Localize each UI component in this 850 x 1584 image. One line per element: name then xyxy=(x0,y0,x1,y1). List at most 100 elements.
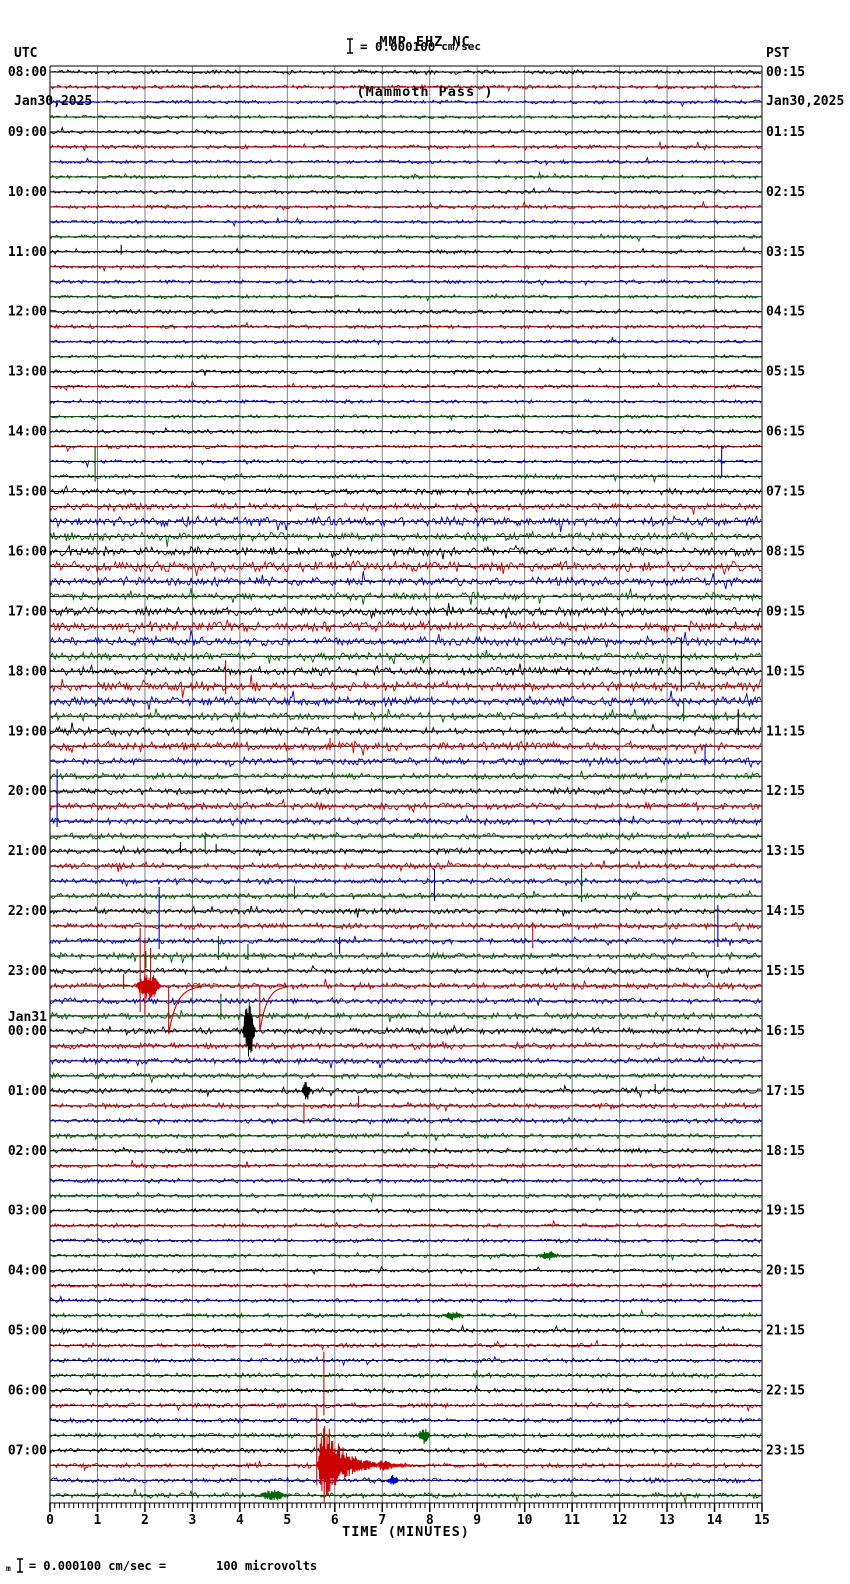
trace-row xyxy=(49,1071,762,1084)
trace-row xyxy=(49,1159,762,1170)
trace-row xyxy=(49,443,762,453)
trace-row xyxy=(49,889,761,902)
trace-row xyxy=(49,629,762,648)
trace-row xyxy=(49,426,762,436)
trace-row xyxy=(49,97,762,108)
trace-row xyxy=(49,799,762,814)
trace-row xyxy=(49,905,762,918)
hour-label-pst: 23:15 xyxy=(766,1443,805,1458)
footnote-value: 100 microvolts xyxy=(216,1558,318,1573)
trace-row xyxy=(49,232,762,242)
trace-row xyxy=(49,921,761,932)
footnote: m = 0.000100 cm/sec = 100 microvolts xyxy=(6,1558,317,1573)
event-burst xyxy=(316,1425,378,1503)
x-tick-label: 5 xyxy=(283,1513,291,1528)
hour-label-pst: 05:15 xyxy=(766,365,805,380)
trace-row xyxy=(49,246,761,255)
hour-label-pst: 12:15 xyxy=(766,784,805,799)
hour-label-utc: 17:00 xyxy=(8,604,47,619)
trace-row xyxy=(49,336,761,346)
hour-label-utc: 06:00 xyxy=(8,1384,47,1399)
hour-label-utc: 04:00 xyxy=(8,1264,47,1279)
trace-row xyxy=(49,321,761,330)
x-tick-label: 14 xyxy=(707,1513,723,1528)
hour-label-pst: 13:15 xyxy=(766,844,805,859)
hour-label-pst: 07:15 xyxy=(766,485,805,500)
trace-row xyxy=(49,380,761,391)
x-tick-label: 4 xyxy=(236,1513,244,1528)
hour-label-pst: 18:15 xyxy=(766,1144,805,1159)
trace-row xyxy=(49,859,761,873)
right-timezone: PST xyxy=(766,46,790,61)
footnote-scale-bar-icon xyxy=(16,1558,23,1573)
trace-row xyxy=(49,278,761,287)
hour-label-utc: 13:00 xyxy=(8,365,47,380)
trace-row xyxy=(49,770,762,784)
trace-row xyxy=(49,649,762,665)
hour-label-pst: 08:15 xyxy=(766,544,805,559)
trace-row xyxy=(49,1265,761,1275)
event-burst xyxy=(377,1460,412,1471)
event-burst xyxy=(258,1489,288,1501)
x-tick-label: 3 xyxy=(188,1513,196,1528)
trace-row xyxy=(49,1084,761,1099)
trace-row xyxy=(49,216,762,227)
trace-row xyxy=(49,877,762,888)
hour-label-utc: 15:00 xyxy=(8,485,47,500)
trace-row xyxy=(49,1146,762,1155)
hour-label-pst: 17:15 xyxy=(766,1084,805,1099)
trace-row xyxy=(49,1282,762,1289)
trace-row xyxy=(49,1101,761,1113)
trace-row xyxy=(49,156,762,166)
x-tick-label: 12 xyxy=(612,1513,628,1528)
trace-row xyxy=(49,602,761,619)
trace-row xyxy=(49,264,762,273)
trace-row xyxy=(49,708,762,724)
hour-label-pst: 03:15 xyxy=(766,245,805,260)
hour-label-utc: 14:00 xyxy=(8,425,47,440)
trace-row xyxy=(49,1416,762,1426)
trace-row xyxy=(49,722,762,738)
footnote-prefix: m xyxy=(6,1564,11,1573)
trace-row xyxy=(49,570,762,590)
hour-label-utc: 01:00 xyxy=(8,1084,47,1099)
event-dip xyxy=(168,985,202,1035)
trace-row xyxy=(49,690,762,710)
trace-row xyxy=(49,1384,762,1396)
trace-row xyxy=(49,844,762,856)
trace-row xyxy=(49,1308,762,1319)
trace-row xyxy=(49,68,761,76)
left-timezone: UTC xyxy=(14,46,38,61)
trace-row xyxy=(49,367,761,376)
hour-label-utc: 05:00 xyxy=(8,1324,47,1339)
trace-row xyxy=(49,1219,762,1229)
hour-label-pst: 04:15 xyxy=(766,305,805,320)
hour-label-pst: 00:15 xyxy=(766,65,805,80)
trace-row xyxy=(49,1431,762,1440)
hour-label-utc: 16:00 xyxy=(8,544,47,559)
event-burst xyxy=(443,1311,464,1321)
hour-label-utc: 22:00 xyxy=(8,904,47,919)
trace-row xyxy=(49,501,762,515)
trace-row xyxy=(49,814,762,827)
trace-row xyxy=(49,1191,761,1204)
trace-row xyxy=(49,588,762,605)
trace-row xyxy=(49,1401,762,1413)
trace-row xyxy=(49,996,762,1007)
trace-row xyxy=(49,1446,762,1455)
footnote-scale: = 0.000100 cm/sec = xyxy=(28,1558,167,1573)
trace-row xyxy=(49,352,762,360)
trace-row xyxy=(49,1355,762,1367)
hour-label-pst: 02:15 xyxy=(766,185,805,200)
amplitude-scale: = 0.000100 cm/sec xyxy=(346,38,481,54)
trace-row xyxy=(49,1040,761,1051)
x-tick-label: 10 xyxy=(517,1513,533,1528)
trace-row xyxy=(49,740,762,756)
x-axis-title: TIME (MINUTES) xyxy=(342,1524,470,1540)
trace-row xyxy=(49,472,762,484)
trace-row xyxy=(49,140,761,152)
hour-label-utc: 03:00 xyxy=(8,1204,47,1219)
hour-label-pst: 16:15 xyxy=(766,1024,805,1039)
x-tick-label: 9 xyxy=(473,1513,481,1528)
